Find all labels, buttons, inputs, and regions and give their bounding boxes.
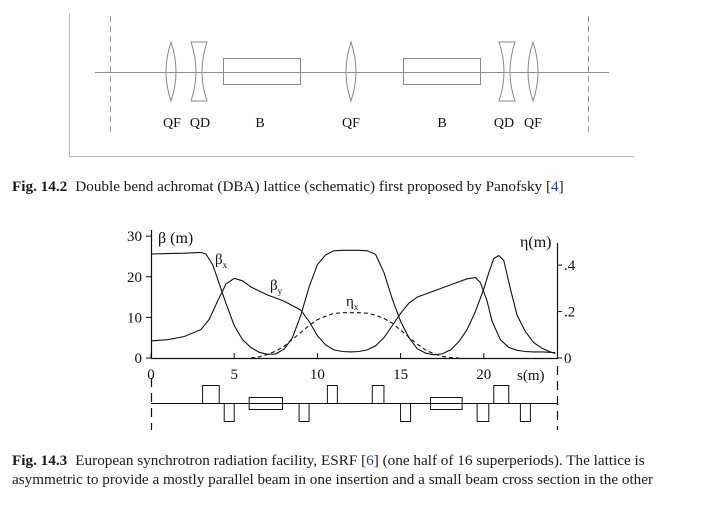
focusing-quad [371,385,385,404]
defocusing-quad-right [498,41,516,102]
eta-label: ηx [346,294,359,312]
axis-ticks: 0 5 10 15 20 0 10 20 30 0 .2 .4 [127,229,576,383]
x-tick-label: 5 [230,367,238,383]
series-line-3 [250,312,459,359]
label-qf-right: QF [524,116,542,131]
label-qf-center: QF [342,116,360,131]
label-qf-left: QF [163,116,181,131]
figure-14-2-caption: Fig. 14.2 Double bend achromat (DBA) latt… [12,177,690,196]
x-tick-label: 15 [393,367,408,383]
focusing-quad-left [165,40,177,103]
figure-14-3-text: European synchrotron radiation facility,… [75,452,367,469]
magnet-layout [202,385,531,422]
figure-14-3-number: Fig. 14.3 [12,452,68,469]
focusing-quad-right [527,40,539,103]
label-qd-left: QD [190,116,210,131]
label-b-left: B [255,116,264,131]
defocusing-quad [519,403,531,422]
optics-curves [150,249,556,359]
label-b-right: B [437,116,446,131]
figure-14-3-reference-link[interactable]: 6 [366,452,374,469]
figure-14-2-text: Double bend achromat (DBA) lattice (sche… [75,178,552,195]
y2-tick-label: .4 [564,258,576,274]
focusing-quad-center [345,40,357,103]
left-axis-label: β (m) [158,230,193,247]
defocusing-quad-left [190,41,208,102]
y-tick-label: 10 [127,310,142,326]
bend-magnet-left [223,58,301,85]
figure-14-3-caption: Fig. 14.3 European synchrotron radiation … [12,451,690,489]
focusing-quad [493,385,510,404]
focusing-quad [326,385,338,404]
y2-tick-label: .2 [564,305,575,321]
x-tick-label: 0 [147,367,155,383]
figure-14-2-reference-link[interactable]: 4 [551,178,559,195]
y-tick-label: 0 [135,351,143,367]
x-axis-label: s(m) [517,368,545,384]
series-line-2 [150,277,556,354]
label-qd-right: QD [494,116,514,131]
figure-14-2-number: Fig. 14.2 [12,178,68,195]
defocusing-quad [400,403,412,422]
y2-tick-label: 0 [564,351,572,367]
figure-14-3-text-end: ] (one half of 16 superperiods). The lat… [12,452,654,488]
series-line-1 [150,249,556,356]
x-tick-label: 20 [476,367,491,383]
x-tick-label: 10 [310,367,325,383]
bend-magnet-right [403,58,481,85]
focusing-quad [202,385,220,404]
defocusing-quad [476,403,490,422]
y-tick-label: 20 [127,270,142,286]
figure-14-2-text-end: ] [558,178,564,195]
y-tick-label: 30 [127,229,142,245]
right-axis-label: η(m) [520,234,551,251]
defocusing-quad [223,403,235,422]
beta-x-label: βx [215,252,228,270]
defocusing-quad [298,403,310,422]
beta-y-label: βy [270,278,283,296]
